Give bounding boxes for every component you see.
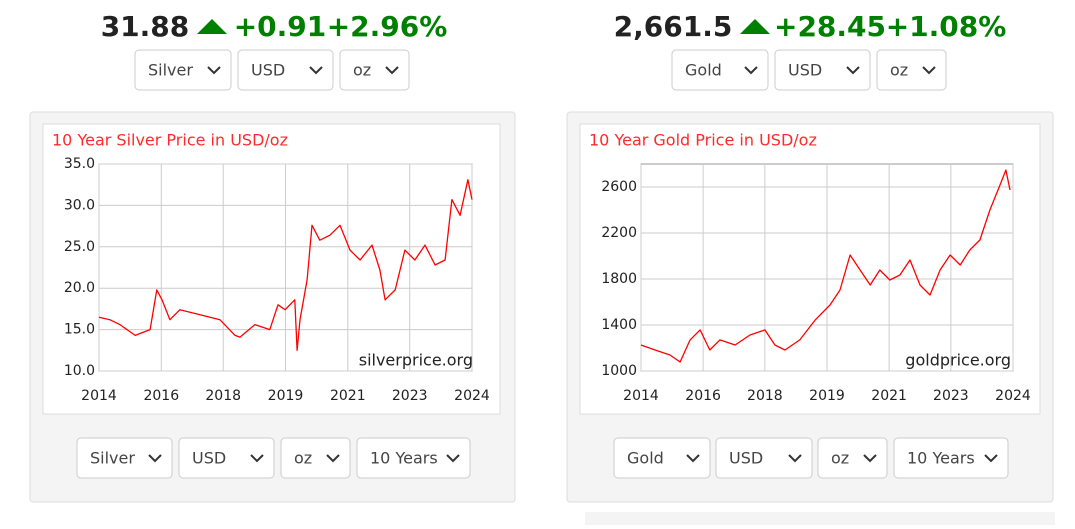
up-arrow bbox=[197, 19, 227, 34]
control-select[interactable] bbox=[280, 437, 351, 479]
y-tick-label: 2200 bbox=[601, 225, 637, 241]
x-tick-label: 2014 bbox=[623, 388, 659, 404]
y-tick-label: 1400 bbox=[601, 317, 637, 333]
select-label: USD bbox=[788, 61, 822, 80]
change: +28.45 bbox=[774, 10, 886, 43]
select-label: USD bbox=[251, 61, 285, 80]
x-tick-label: 2024 bbox=[995, 388, 1031, 404]
source-label: goldprice.org bbox=[905, 351, 1011, 370]
select[interactable] bbox=[134, 49, 232, 91]
select-chevron bbox=[922, 66, 936, 75]
control-select-label: USD bbox=[192, 449, 226, 468]
control-select-chevron bbox=[863, 454, 877, 463]
chart-title: 10 Year Gold Price in USD/oz bbox=[589, 131, 817, 150]
control-select-chevron bbox=[250, 454, 264, 463]
x-tick-label: 2023 bbox=[933, 388, 969, 404]
control-select-chevron bbox=[984, 454, 998, 463]
select[interactable] bbox=[237, 49, 334, 91]
control-select-label: oz bbox=[294, 449, 312, 468]
y-tick-label: 10.0 bbox=[64, 363, 95, 379]
select[interactable] bbox=[671, 49, 769, 91]
y-tick-label: 2600 bbox=[601, 179, 637, 195]
control-select[interactable] bbox=[178, 437, 275, 479]
change: +0.91 bbox=[234, 10, 327, 43]
control-select-chevron bbox=[788, 454, 802, 463]
x-tick-label: 2018 bbox=[205, 388, 241, 404]
select-chevron bbox=[309, 66, 323, 75]
x-tick-label: 2016 bbox=[685, 388, 721, 404]
up-arrow bbox=[740, 19, 770, 34]
footer-strip bbox=[585, 512, 1055, 525]
control-select-label: USD bbox=[729, 449, 763, 468]
control-select-label: oz bbox=[831, 449, 849, 468]
y-tick-label: 1800 bbox=[601, 271, 637, 287]
control-select[interactable] bbox=[613, 437, 711, 479]
control-select-chevron bbox=[686, 454, 700, 463]
y-tick-label: 1000 bbox=[601, 363, 637, 379]
select-chevron bbox=[207, 66, 221, 75]
price: 31.88 bbox=[101, 10, 190, 43]
select-label: oz bbox=[890, 61, 908, 80]
select-chevron bbox=[385, 66, 399, 75]
x-tick-label: 2018 bbox=[747, 388, 783, 404]
select-chevron bbox=[744, 66, 758, 75]
select-label: Silver bbox=[148, 61, 193, 80]
percent: +1.08% bbox=[886, 10, 1007, 43]
control-select[interactable] bbox=[817, 437, 888, 479]
control-select[interactable] bbox=[715, 437, 813, 479]
y-tick-label: 15.0 bbox=[64, 322, 95, 338]
y-tick-label: 30.0 bbox=[64, 197, 95, 213]
price-line bbox=[640, 169, 1011, 363]
control-select-label: Silver bbox=[90, 449, 135, 468]
price-line bbox=[98, 179, 473, 351]
select[interactable] bbox=[876, 49, 947, 91]
select-label: oz bbox=[353, 61, 371, 80]
control-select-chevron bbox=[148, 454, 162, 463]
control-select-chevron bbox=[326, 454, 340, 463]
x-tick-label: 2023 bbox=[392, 388, 428, 404]
x-tick-label: 2019 bbox=[809, 388, 845, 404]
select-chevron bbox=[846, 66, 860, 75]
chart-title: 10 Year Silver Price in USD/oz bbox=[52, 131, 288, 150]
select[interactable] bbox=[774, 49, 871, 91]
select[interactable] bbox=[339, 49, 410, 91]
x-tick-label: 2014 bbox=[81, 388, 117, 404]
percent: +2.96% bbox=[327, 10, 448, 43]
control-select-label: 10 Years bbox=[907, 449, 975, 468]
control-select[interactable] bbox=[356, 437, 471, 479]
x-tick-label: 2024 bbox=[454, 388, 490, 404]
y-tick-label: 25.0 bbox=[64, 239, 95, 255]
control-select[interactable] bbox=[76, 437, 173, 479]
control-select-label: 10 Years bbox=[370, 449, 438, 468]
control-select-label: Gold bbox=[627, 449, 664, 468]
x-tick-label: 2021 bbox=[330, 388, 366, 404]
x-tick-label: 2019 bbox=[268, 388, 304, 404]
price: 2,661.5 bbox=[614, 10, 733, 43]
source-label: silverprice.org bbox=[359, 351, 473, 370]
select-label: Gold bbox=[685, 61, 722, 80]
x-tick-label: 2021 bbox=[871, 388, 907, 404]
y-tick-label: 20.0 bbox=[64, 280, 95, 296]
control-select[interactable] bbox=[893, 437, 1009, 479]
x-tick-label: 2016 bbox=[143, 388, 179, 404]
y-tick-label: 35.0 bbox=[64, 156, 95, 172]
control-select-chevron bbox=[446, 454, 460, 463]
